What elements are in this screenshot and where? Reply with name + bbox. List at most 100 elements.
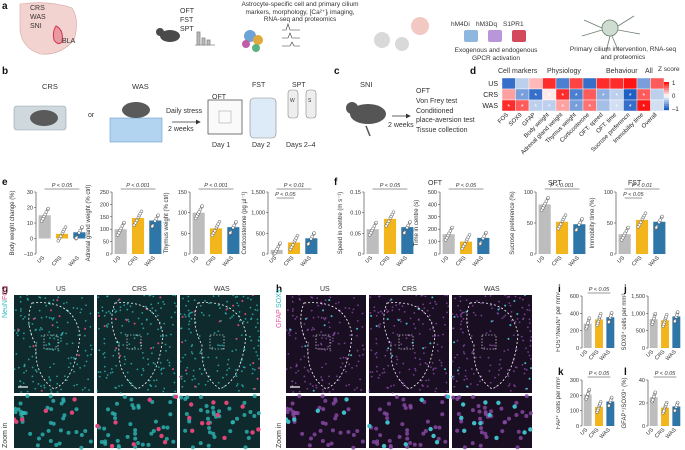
h-cell <box>393 324 396 327</box>
panel-letter-l: l <box>624 367 627 378</box>
h-cell <box>287 309 289 312</box>
g-cell <box>19 296 22 298</box>
g-cell <box>110 368 113 370</box>
g-cell <box>118 341 120 344</box>
h-cell <box>342 356 345 359</box>
k-chart-bar <box>595 406 603 426</box>
g-cell <box>114 349 117 352</box>
h-zoom-cell <box>423 429 428 434</box>
g-zoom-cell <box>206 443 211 448</box>
zscore-tick: 0 <box>672 94 676 100</box>
h-cell <box>313 328 316 331</box>
g-zoom-marker <box>199 420 205 426</box>
g-cell <box>126 371 129 374</box>
h-cell <box>451 313 454 315</box>
h-cell <box>507 369 509 371</box>
region-was: WAS <box>30 14 46 21</box>
h-cell <box>374 353 377 355</box>
h-cell <box>361 312 364 315</box>
h-panel <box>369 295 449 393</box>
panel-letter-d: d <box>470 66 477 77</box>
h-marker <box>444 368 447 371</box>
g-cell <box>103 314 106 317</box>
g-cell <box>102 353 105 355</box>
panel-letter-h: h <box>276 284 283 295</box>
e-chart-0-tick-label: 20 <box>27 206 33 212</box>
g-marker <box>17 328 20 331</box>
g-cell <box>151 352 153 355</box>
g-cell <box>56 326 59 329</box>
g-cell <box>208 302 211 305</box>
g-cell <box>73 370 75 373</box>
h-cell <box>378 325 381 328</box>
g-cell <box>55 335 58 338</box>
l-chart-point <box>675 400 680 405</box>
g-marker <box>118 298 121 301</box>
panel-letter-j: j <box>624 284 627 295</box>
h-cell <box>414 367 416 370</box>
h-cell <box>514 295 517 298</box>
heatmap-star: * <box>575 104 578 111</box>
g-cell <box>189 331 192 334</box>
f-chart-0-point <box>385 221 390 226</box>
zscore-swatch <box>664 102 669 105</box>
g-marker <box>225 308 228 311</box>
h-cell <box>291 380 294 383</box>
h-marker <box>453 341 456 344</box>
g-cell <box>98 327 100 330</box>
h-cell <box>377 376 380 379</box>
j-chart-point <box>662 322 666 326</box>
g-marker <box>172 368 175 371</box>
f-chart-2-point <box>557 224 562 229</box>
g-cell <box>202 314 205 317</box>
g-zoom-cell <box>46 428 51 433</box>
g-zoom-cell <box>88 439 93 444</box>
g-cell <box>29 345 31 348</box>
h-zoom-cell <box>518 435 523 440</box>
e-chart-2-point <box>216 222 220 226</box>
g-zoom-cell <box>102 426 107 431</box>
g-cell <box>173 381 176 384</box>
g-cell <box>83 364 86 367</box>
f-chart-1-tick-label: 500 <box>428 190 437 196</box>
h-marker <box>528 377 531 380</box>
h-cell <box>445 372 448 375</box>
h-cell <box>320 316 323 319</box>
h-cell <box>402 362 405 365</box>
j-chart-group-label: CRS <box>654 349 667 362</box>
h-zoom-marker <box>428 426 433 432</box>
brain-section-shape <box>19 2 77 55</box>
i-chart-bar <box>595 319 603 348</box>
h-cell <box>331 337 334 340</box>
b-was: WAS <box>132 82 149 91</box>
g-cell <box>57 341 60 344</box>
g-cell <box>90 353 92 356</box>
heatmap-cell <box>515 77 530 90</box>
h-cell <box>493 344 496 347</box>
g-cell <box>185 372 188 375</box>
h-cell <box>287 352 290 355</box>
g-zoom-cell <box>153 419 158 424</box>
h-cell <box>420 379 423 382</box>
h-cell <box>438 359 441 362</box>
g-panel <box>14 295 94 393</box>
h-cell <box>498 307 501 310</box>
g-cell <box>35 370 38 373</box>
e-chart-1-bar <box>114 229 127 254</box>
g-cell <box>40 334 43 337</box>
h-zoom-marker <box>341 410 347 415</box>
h-cell <box>472 373 475 375</box>
g-cell <box>22 318 25 320</box>
g-zoom-in: Zoom in <box>2 422 9 448</box>
h-cell <box>387 364 390 367</box>
k-chart-point <box>607 404 611 408</box>
g-cell <box>236 383 239 385</box>
h-cell <box>352 308 355 311</box>
h-cell <box>349 334 352 337</box>
g-cell <box>51 318 54 321</box>
g-cell <box>84 349 87 352</box>
h-marker <box>466 385 469 388</box>
g-cell <box>45 304 48 307</box>
h-marker <box>453 315 456 318</box>
g-cell <box>124 333 127 336</box>
